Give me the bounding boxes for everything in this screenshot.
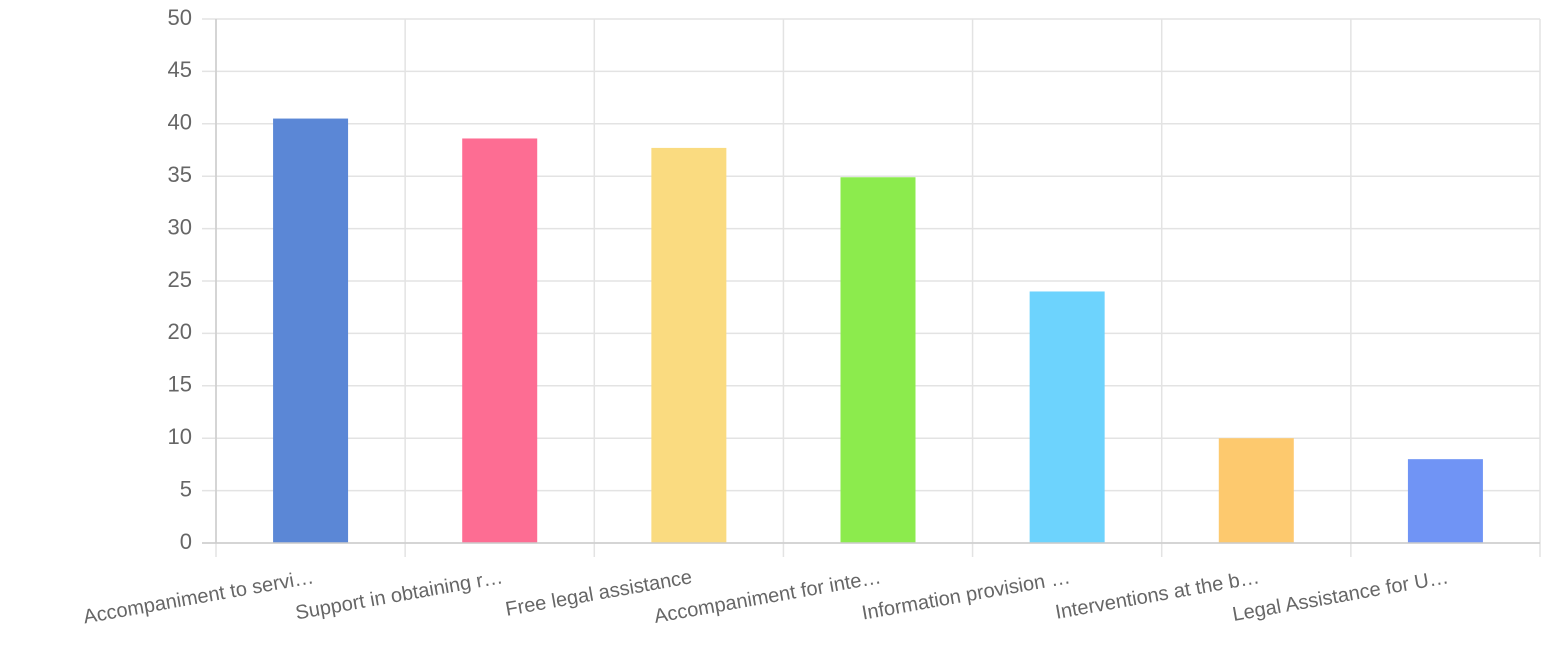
bar[interactable] — [1407, 459, 1483, 543]
bars — [273, 118, 1483, 544]
bar[interactable] — [1218, 438, 1294, 543]
y-tick-label: 40 — [168, 110, 192, 135]
y-axis-ticks: 0 5 10 15 20 25 30 35 40 45 50 — [168, 5, 192, 554]
bar[interactable] — [273, 118, 349, 543]
y-tick-label: 20 — [168, 319, 192, 344]
y-tick-label: 30 — [168, 214, 192, 239]
x-tick-label: Information provision … — [860, 566, 1072, 624]
x-tick-label: Support in obtaining r… — [294, 566, 505, 624]
y-tick-label: 10 — [168, 424, 192, 449]
y-tick-label: 45 — [168, 57, 192, 82]
bar[interactable] — [840, 177, 916, 544]
x-tick-label: Legal Assistance for U… — [1231, 566, 1450, 626]
axes — [202, 19, 1540, 544]
y-tick-label: 5 — [180, 476, 192, 501]
y-tick-label: 15 — [168, 372, 192, 397]
bar[interactable] — [462, 138, 538, 544]
x-axis-ticks: Accompaniment to servi…Support in obtain… — [82, 566, 1451, 628]
y-tick-label: 25 — [168, 267, 192, 292]
x-tick-label: Accompaniment to servi… — [82, 566, 316, 628]
y-tick-label: 0 — [180, 529, 192, 554]
x-tick-label: Interventions at the b… — [1054, 566, 1261, 624]
bar[interactable] — [651, 147, 727, 544]
bar[interactable] — [1029, 291, 1105, 543]
y-tick-label: 50 — [168, 5, 192, 30]
y-tick-label: 35 — [168, 162, 192, 187]
